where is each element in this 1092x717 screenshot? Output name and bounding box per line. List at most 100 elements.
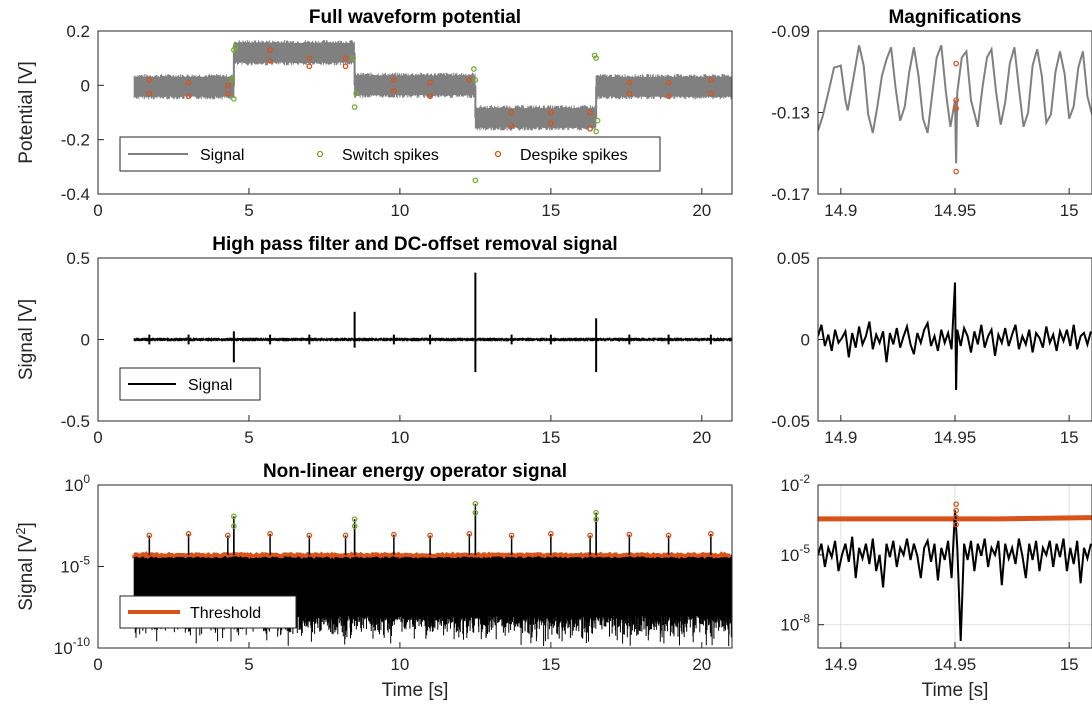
signal-trace: [133, 74, 235, 100]
despike-spike-point: [427, 79, 433, 86]
despike-spike-point: [953, 514, 959, 521]
switch-spike-point: [351, 516, 358, 523]
threshold-line: [132, 551, 732, 560]
y-tick-label: 10-10: [54, 635, 91, 658]
despike-spike-point: [953, 501, 959, 508]
despike-spike-point: [508, 123, 515, 129]
legend-box: [119, 136, 661, 172]
despike-spike-point: [306, 55, 313, 62]
despike-spike-point: [953, 105, 959, 112]
legend: Threshold: [119, 595, 297, 629]
switch-spike-point: [231, 96, 237, 102]
legend: Signal Switch spikes Despike spikes: [119, 136, 661, 172]
signal-line: [818, 44, 1092, 164]
axes-p4: 14.9 14.95 15 -0.05 0 0.05: [771, 249, 1092, 447]
x-tick-label: 15: [541, 655, 560, 674]
threshold-line: [818, 515, 1092, 522]
despike-spike-point: [342, 63, 349, 70]
despike-spike-point: [466, 531, 473, 537]
signal-trace: [354, 72, 476, 99]
y-tick-label: -0.5: [61, 412, 90, 431]
switch-spike-point: [472, 500, 479, 507]
y-axis-label: Signal [V]: [16, 299, 37, 380]
despike-spike-point: [267, 531, 273, 537]
despike-spike-point: [146, 532, 153, 539]
despike-spike-point: [508, 532, 515, 539]
x-axis-label: Time [s]: [922, 680, 989, 701]
axes-p2: 14.9 14.95 15 -0.17 -0.13 -0.09 Magnifications: [771, 7, 1092, 220]
x-tick-label: 14.9: [824, 201, 857, 220]
legend-switch-label: Switch spikes: [342, 147, 439, 164]
despike-spike-point: [665, 532, 672, 539]
switch-spike-point: [472, 177, 479, 184]
signal-trace: [133, 337, 732, 342]
x-tick-label: 5: [244, 201, 253, 220]
legend-signal-label: Signal: [188, 377, 232, 394]
switch-spike-point: [229, 77, 236, 83]
y-tick-label: 0.5: [66, 249, 90, 268]
signal-trace: [233, 40, 355, 66]
chart-title: Non-linear energy operator signal: [263, 461, 567, 482]
switch-spike-point: [231, 523, 237, 529]
switch-spike-point: [472, 509, 479, 516]
y-tick-label: -0.17: [771, 185, 810, 204]
y-tick-label: -0.05: [771, 412, 810, 431]
despike-spike-point: [391, 77, 397, 83]
x-tick-label: 0: [93, 201, 102, 220]
axes-frame: [97, 30, 733, 195]
despike-spike-point: [953, 507, 959, 514]
axes-frame: [817, 484, 1092, 649]
switch-spike-point: [353, 90, 359, 97]
x-tick-label: 20: [692, 201, 711, 220]
x-tick-label: 15: [541, 201, 560, 220]
despike-spike-point: [391, 531, 397, 538]
x-tick-label: 10: [390, 428, 409, 447]
y-tick-label: 10-5: [780, 542, 810, 565]
x-tick-label: 5: [244, 655, 253, 674]
series-p1: [133, 40, 732, 184]
x-tick-label: 14.9: [824, 428, 857, 447]
axes-frame: [97, 484, 733, 649]
despike-spike-point: [626, 79, 633, 86]
despike-spike-point: [626, 531, 633, 538]
axes-frame: [817, 30, 1092, 195]
axes-p6: 14.9 14.95 15 10-8 10-5 10-2 Time [s]: [780, 472, 1092, 701]
switch-spike-point: [350, 55, 356, 62]
despike-spike-point: [427, 93, 433, 100]
despike-spike-point: [508, 109, 515, 116]
switch-spike-point: [593, 128, 599, 135]
y-axis-label: Signal [V2]: [13, 522, 37, 611]
signal-line: [818, 282, 1092, 391]
despike-spike-point: [665, 93, 672, 100]
despike-spike-point: [185, 93, 192, 100]
series-p4: [818, 282, 1092, 391]
axes-frame: [817, 257, 1092, 422]
switch-spike-point: [594, 117, 601, 124]
despike-spike-point: [953, 521, 959, 528]
chart-title: Full waveform potential: [309, 7, 521, 28]
despike-spike-point: [427, 532, 433, 539]
y-tick-label: 10-5: [60, 554, 90, 577]
axes-frame: [97, 257, 733, 422]
x-tick-label: 14.95: [934, 201, 977, 220]
series-p2: [818, 44, 1092, 175]
despike-spike-point: [342, 532, 349, 539]
x-tick-label: 0: [93, 428, 102, 447]
switch-spike-point: [231, 47, 237, 53]
x-tick-label: 15: [1060, 428, 1079, 447]
y-tick-label: -0.09: [771, 22, 810, 41]
switch-spike-point: [593, 55, 599, 62]
despike-spike-point: [146, 90, 153, 97]
axes-p1: 0 5 10 15 20 -0.4 -0.2 0 0.2 Full waveform potent…: [16, 7, 732, 220]
series-p5: [132, 500, 732, 647]
despike-spike-point: [306, 532, 313, 539]
despike-spike-point: [267, 58, 273, 64]
despike-spike-point: [548, 120, 554, 127]
x-tick-label: 15: [541, 428, 560, 447]
despike-spike-point: [708, 531, 714, 537]
x-tick-label: 0: [93, 655, 102, 674]
y-tick-label: 0: [81, 76, 90, 95]
despike-spike-point: [953, 97, 959, 104]
despike-spike-point: [587, 125, 593, 132]
